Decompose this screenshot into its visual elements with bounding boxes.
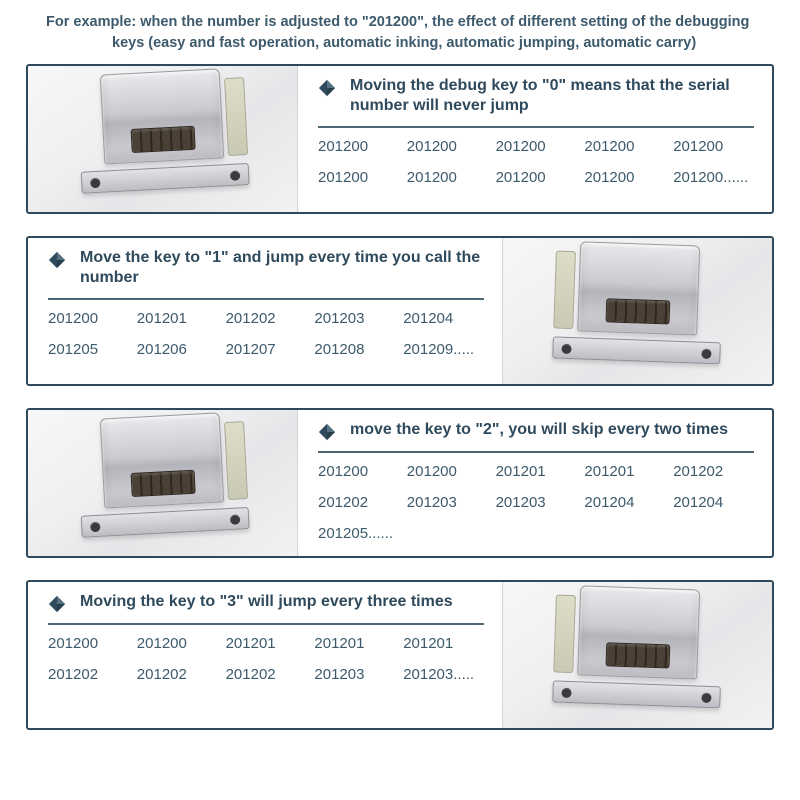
number-cell: 201200 xyxy=(48,635,129,652)
title-divider xyxy=(48,623,484,625)
number-cell: 201200 xyxy=(48,310,129,327)
intro-text: For example: when the number is adjusted… xyxy=(26,12,774,54)
text-slot: move the key to "2", you will skip every… xyxy=(298,410,772,556)
diamond-icon xyxy=(318,423,336,441)
intro-line-1: For example: when the number is adjusted… xyxy=(46,12,774,33)
intro-line-2: keys (easy and fast operation, automatic… xyxy=(46,33,774,54)
number-cell: 201204 xyxy=(403,310,484,327)
number-cell: 201202 xyxy=(673,463,754,480)
numbers-grid: 201200 201200 201200 201200 201200 201200 2012… xyxy=(318,136,754,186)
number-cell: 201205...... xyxy=(318,525,399,542)
text-slot: Moving the debug key to "0" means that t… xyxy=(298,66,772,212)
title-row: move the key to "2", you will skip every… xyxy=(318,420,754,441)
number-cell: 201200 xyxy=(318,138,399,155)
number-cell: 201200 xyxy=(407,463,488,480)
title-divider xyxy=(48,298,484,300)
product-photo xyxy=(69,411,256,550)
number-cell: 201206 xyxy=(137,341,218,358)
title-divider xyxy=(318,126,754,128)
panel: move the key to "2", you will skip every… xyxy=(26,408,774,558)
text-slot: Move the key to "1" and jump every time … xyxy=(28,238,502,384)
page: For example: when the number is adjusted… xyxy=(0,0,800,772)
number-cell: 201202 xyxy=(137,666,218,683)
number-cell: 201202 xyxy=(226,310,307,327)
product-photo xyxy=(545,240,729,376)
panel-title: Moving the key to "3" will jump every th… xyxy=(80,592,453,612)
numbers-grid: 201200 201201 201202 201203 201204 201205 2012… xyxy=(48,308,484,358)
number-cell: 201207 xyxy=(226,341,307,358)
number-cell: 201201 xyxy=(403,635,484,652)
number-cell: 201200 xyxy=(673,138,754,155)
diamond-icon xyxy=(318,79,336,97)
number-cell: 201203 xyxy=(407,494,488,511)
number-cell: 201201 xyxy=(137,310,218,327)
number-cell: 201203 xyxy=(314,666,395,683)
title-row: Move the key to "1" and jump every time … xyxy=(48,248,484,288)
number-cell: 201208 xyxy=(314,341,395,358)
number-cell: 201200 xyxy=(584,138,665,155)
number-cell: 201200 xyxy=(496,138,577,155)
number-cell: 201203 xyxy=(496,494,577,511)
panel-title: move the key to "2", you will skip every… xyxy=(350,420,728,440)
title-divider xyxy=(318,451,754,453)
text-slot: Moving the key to "3" will jump every th… xyxy=(28,582,502,728)
panel: Moving the debug key to "0" means that t… xyxy=(26,64,774,214)
product-photo xyxy=(69,67,256,206)
number-cell: 201204 xyxy=(673,494,754,511)
panels-container: Moving the debug key to "0" means that t… xyxy=(26,64,774,730)
number-cell: 201201 xyxy=(496,463,577,480)
panel-title: Moving the debug key to "0" means that t… xyxy=(350,76,754,116)
number-cell: 201201 xyxy=(314,635,395,652)
number-cell: 201202 xyxy=(318,494,399,511)
diamond-icon xyxy=(48,595,66,613)
number-cell: 201205 xyxy=(48,341,129,358)
numbers-grid: 201200 201200 201201 201201 201201 201202 2012… xyxy=(48,633,484,683)
image-slot xyxy=(502,582,772,728)
numbers-grid: 201200 201200 201201 201201 201202 201202 2012… xyxy=(318,461,754,542)
number-cell: 201200...... xyxy=(673,169,754,186)
number-cell: 201200 xyxy=(318,169,399,186)
panel-title: Move the key to "1" and jump every time … xyxy=(80,248,484,288)
number-cell: 201200 xyxy=(318,463,399,480)
title-row: Moving the key to "3" will jump every th… xyxy=(48,592,484,613)
product-photo xyxy=(545,584,729,720)
number-cell: 201200 xyxy=(584,169,665,186)
image-slot xyxy=(502,238,772,384)
number-cell: 201203 xyxy=(314,310,395,327)
number-cell: 201201 xyxy=(584,463,665,480)
number-cell: 201200 xyxy=(137,635,218,652)
number-cell: 201200 xyxy=(496,169,577,186)
panel: Moving the key to "3" will jump every th… xyxy=(26,580,774,730)
number-cell: 201200 xyxy=(407,169,488,186)
number-cell: 201204 xyxy=(584,494,665,511)
panel: Move the key to "1" and jump every time … xyxy=(26,236,774,386)
number-cell: 201202 xyxy=(48,666,129,683)
image-slot xyxy=(28,66,298,212)
diamond-icon xyxy=(48,251,66,269)
title-row: Moving the debug key to "0" means that t… xyxy=(318,76,754,116)
number-cell: 201202 xyxy=(226,666,307,683)
number-cell: 201203..... xyxy=(403,666,484,683)
number-cell: 201209..... xyxy=(403,341,484,358)
image-slot xyxy=(28,410,298,556)
number-cell: 201201 xyxy=(226,635,307,652)
number-cell: 201200 xyxy=(407,138,488,155)
